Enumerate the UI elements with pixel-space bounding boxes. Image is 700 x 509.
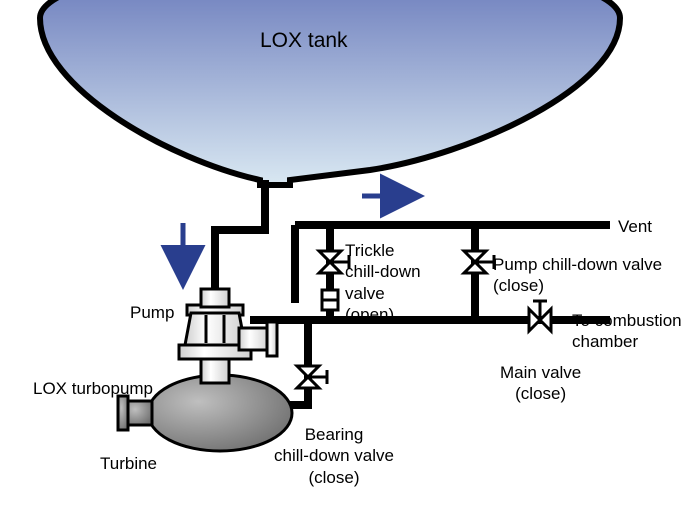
orifice-icon (322, 290, 338, 310)
vent-label: Vent (618, 216, 652, 237)
trickle-valve-label: Trickle chill-down valve (open) (345, 240, 421, 325)
tank-label: LOX tank (260, 28, 348, 54)
pump-valve-label: Pump chill-down valve (close) (493, 254, 662, 297)
bearing-valve-label: Bearing chill-down valve (close) (274, 424, 394, 488)
pump-label: Pump (130, 302, 174, 323)
turbine-label: Turbine (100, 453, 157, 474)
combustion-label: To combustion chamber (572, 310, 682, 353)
turbopump-label: LOX turbopump (33, 378, 153, 399)
main-valve-label: Main valve (close) (500, 362, 581, 405)
